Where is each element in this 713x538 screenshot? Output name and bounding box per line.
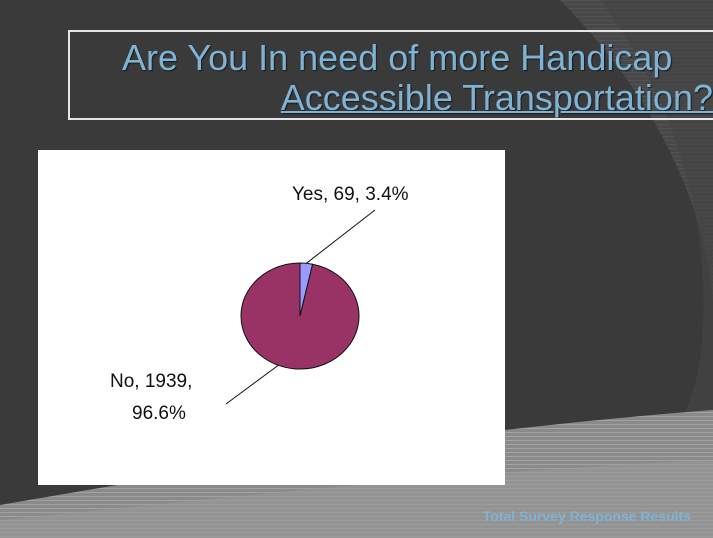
title-box: Are You In need of more Handicap Accessi… (68, 30, 713, 120)
data-label-no-line-2: 96.6% (132, 403, 186, 424)
title-line-2: Accessible Transportation? (280, 77, 713, 118)
pie-chart-panel: Yes, 69, 3.4% No, 1939, 96.6% (38, 150, 505, 485)
footer-caption: Total Survey Response Results (482, 508, 691, 524)
title-line-1: Are You In need of more Handicap (122, 37, 673, 78)
data-label-no-line-1: No, 1939, (110, 371, 192, 392)
leader-line-yes (306, 209, 376, 264)
pie-chart: Yes, 69, 3.4% No, 1939, 96.6% (110, 184, 409, 424)
data-label-yes: Yes, 69, 3.4% (292, 184, 409, 205)
pie-slice-no (240, 262, 360, 370)
leader-line-no (225, 364, 279, 405)
